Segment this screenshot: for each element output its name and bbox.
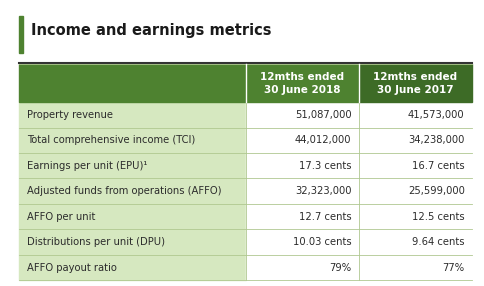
- Bar: [19, 64, 245, 102]
- Bar: [19, 16, 23, 53]
- Text: 34,238,000: 34,238,000: [408, 135, 465, 145]
- Text: 77%: 77%: [442, 263, 465, 273]
- Text: 25,599,000: 25,599,000: [408, 186, 465, 196]
- Bar: [245, 153, 472, 178]
- Text: AFFO payout ratio: AFFO payout ratio: [27, 263, 117, 273]
- Bar: [359, 64, 472, 102]
- Bar: [245, 102, 472, 128]
- Bar: [19, 178, 245, 204]
- Text: 44,012,000: 44,012,000: [295, 135, 351, 145]
- Text: 12.5 cents: 12.5 cents: [412, 212, 465, 222]
- Text: Property revenue: Property revenue: [27, 110, 113, 120]
- Text: Earnings per unit (EPU)¹: Earnings per unit (EPU)¹: [27, 161, 147, 171]
- Text: 9.64 cents: 9.64 cents: [412, 237, 465, 247]
- Text: 17.3 cents: 17.3 cents: [299, 161, 351, 171]
- Text: 79%: 79%: [330, 263, 351, 273]
- Bar: [19, 102, 245, 128]
- Bar: [245, 178, 472, 204]
- Bar: [19, 229, 245, 255]
- Text: 12mths ended
30 June 2017: 12mths ended 30 June 2017: [373, 72, 457, 95]
- Bar: [19, 153, 245, 178]
- Bar: [19, 204, 245, 229]
- Bar: [19, 128, 245, 153]
- Text: 16.7 cents: 16.7 cents: [412, 161, 465, 171]
- Text: 12mths ended
30 June 2018: 12mths ended 30 June 2018: [260, 72, 344, 95]
- Bar: [19, 255, 245, 280]
- Text: Adjusted funds from operations (AFFO): Adjusted funds from operations (AFFO): [27, 186, 221, 196]
- Text: 41,573,000: 41,573,000: [408, 110, 465, 120]
- Bar: [245, 64, 359, 102]
- Text: 51,087,000: 51,087,000: [295, 110, 351, 120]
- Text: 10.03 cents: 10.03 cents: [293, 237, 351, 247]
- Bar: [245, 128, 472, 153]
- Text: Income and earnings metrics: Income and earnings metrics: [31, 23, 272, 37]
- Text: 12.7 cents: 12.7 cents: [299, 212, 351, 222]
- Bar: [245, 255, 472, 280]
- Text: Distributions per unit (DPU): Distributions per unit (DPU): [27, 237, 165, 247]
- Text: AFFO per unit: AFFO per unit: [27, 212, 95, 222]
- Text: Total comprehensive income (TCI): Total comprehensive income (TCI): [27, 135, 195, 145]
- Bar: [245, 204, 472, 229]
- Bar: [245, 229, 472, 255]
- Text: 32,323,000: 32,323,000: [295, 186, 351, 196]
